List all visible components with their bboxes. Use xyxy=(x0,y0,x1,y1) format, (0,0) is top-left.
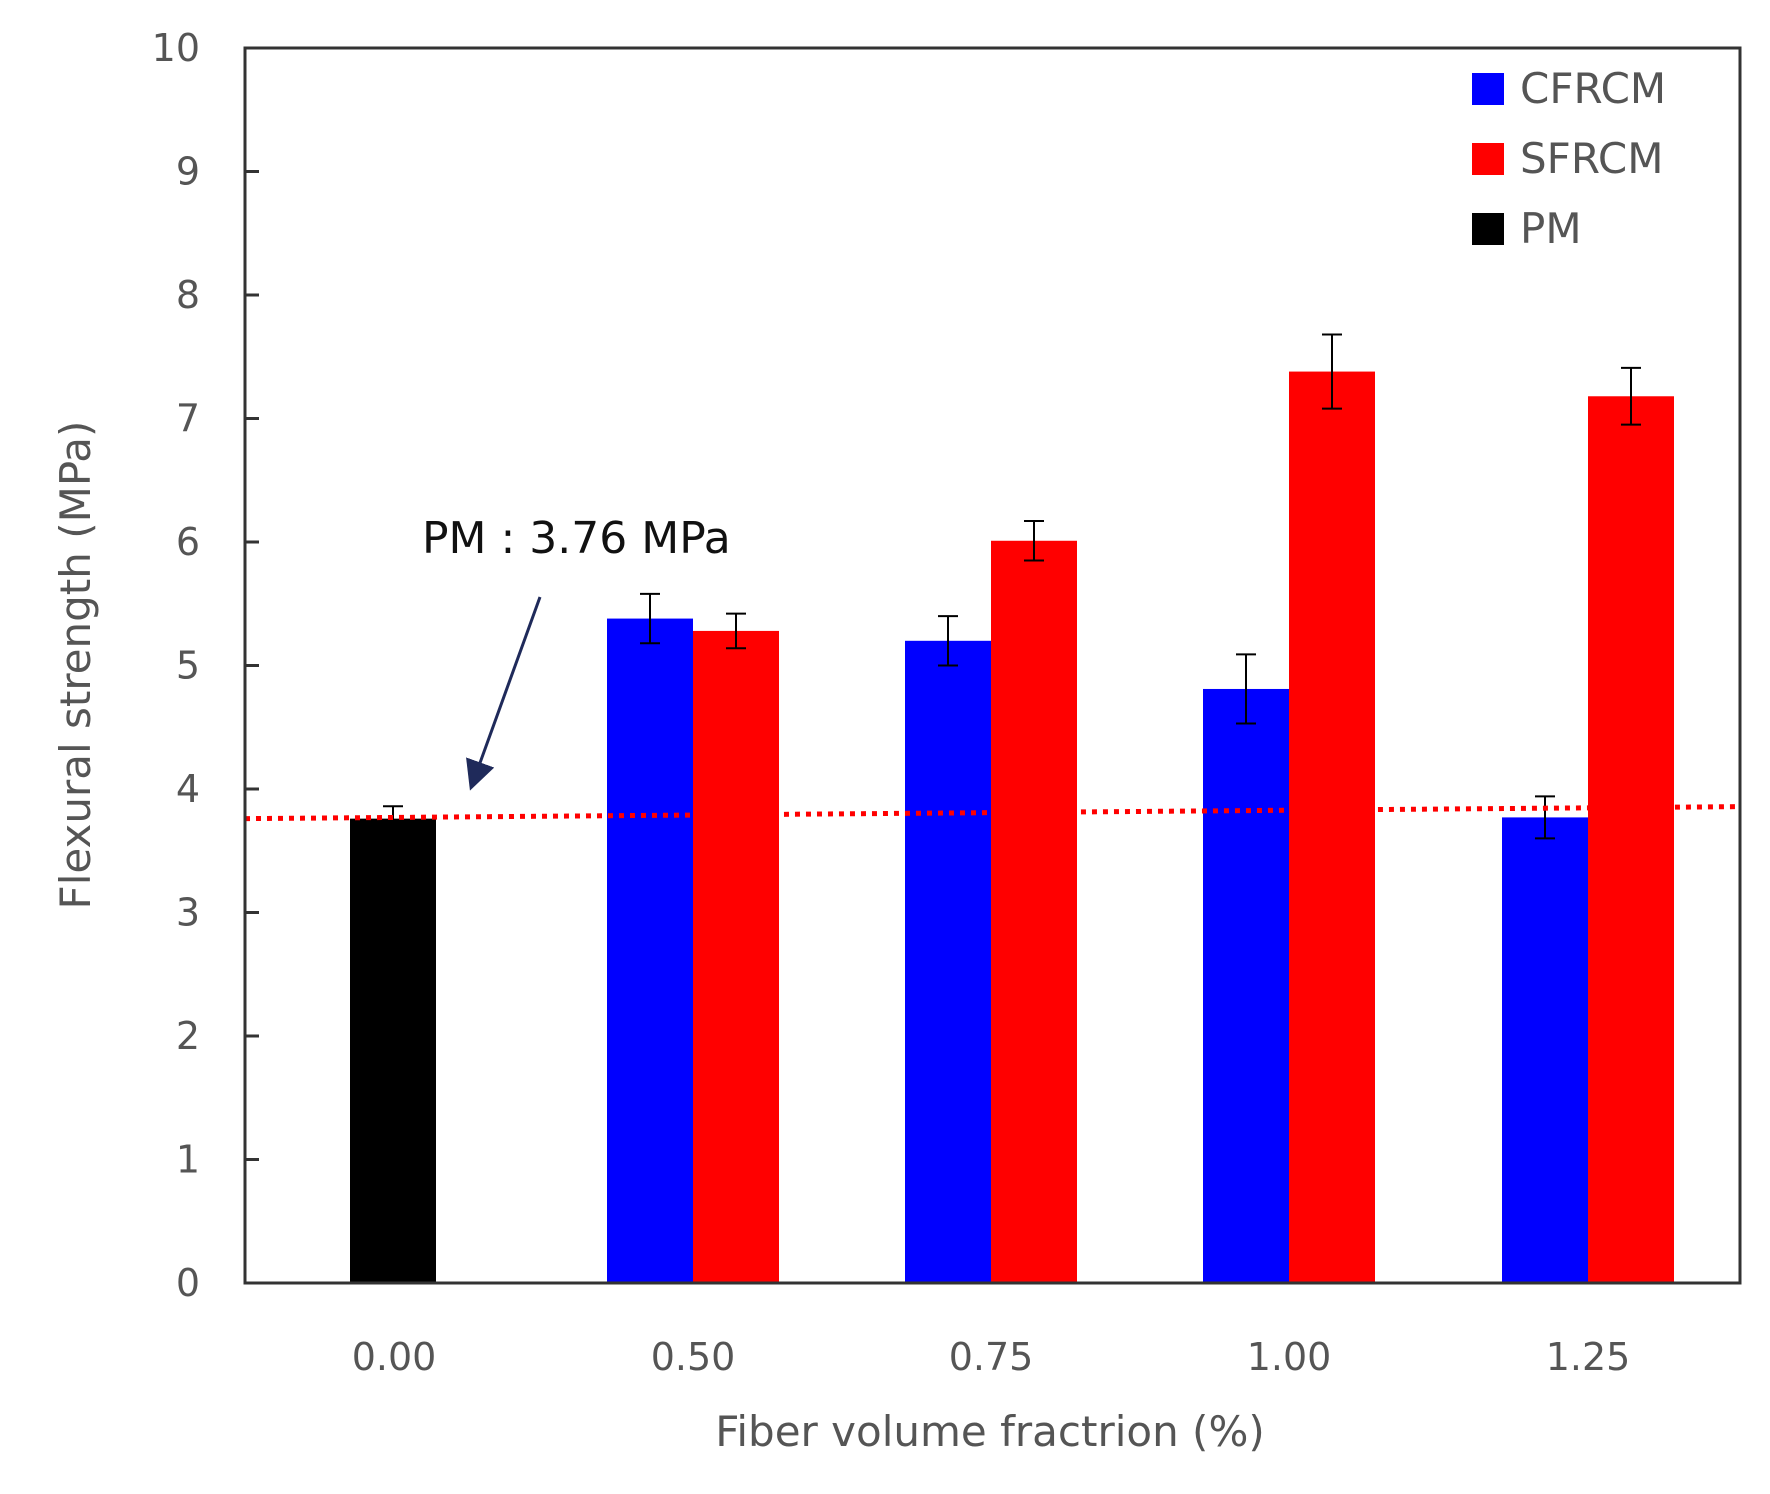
plot-frame xyxy=(243,46,1742,1285)
legend-swatch xyxy=(1472,213,1504,245)
y-tick-label: 9 xyxy=(176,150,200,194)
y-tick-label: 1 xyxy=(176,1138,200,1182)
y-axis-ticks: 0 1 2 3 4 5 6 7 8 9 10 xyxy=(152,26,259,1305)
bar-pm xyxy=(350,818,436,1283)
y-axis-title: Flexural strength (MPa) xyxy=(51,421,100,910)
bar-cfrcm xyxy=(1203,688,1289,1283)
bar-cfrcm xyxy=(905,640,991,1283)
x-tick-label: 0.75 xyxy=(949,1335,1034,1379)
error-bars-group xyxy=(383,333,1641,840)
y-tick-label: 4 xyxy=(176,767,200,811)
y-tick-label: 2 xyxy=(176,1014,200,1058)
annotation-text: PM : 3.76 MPa xyxy=(422,513,731,564)
annotation: PM : 3.76 MPa xyxy=(422,513,731,791)
bar-sfrcm xyxy=(1588,396,1674,1283)
y-tick-label: 0 xyxy=(176,1261,200,1305)
y-tick-label: 10 xyxy=(152,26,200,70)
y-tick-label: 7 xyxy=(176,397,200,441)
reference-line xyxy=(244,804,1741,822)
x-axis-ticks: 0.00 0.50 0.75 1.00 1.25 xyxy=(352,1335,1631,1379)
bar-sfrcm xyxy=(991,540,1077,1283)
legend-label: PM xyxy=(1520,204,1582,253)
x-axis-title: Fiber volume fractrion (%) xyxy=(715,1407,1264,1456)
bars-group xyxy=(350,371,1674,1283)
annotation-arrow xyxy=(466,596,542,791)
legend-label: SFRCM xyxy=(1520,134,1663,183)
x-tick-label: 1.00 xyxy=(1247,1335,1332,1379)
y-tick-label: 8 xyxy=(176,273,200,317)
legend-label: CFRCM xyxy=(1520,64,1666,113)
legend-swatch xyxy=(1472,73,1504,105)
bar-cfrcm xyxy=(1502,817,1588,1283)
x-tick-label: 0.00 xyxy=(352,1335,437,1379)
legend-swatch xyxy=(1472,143,1504,175)
bar-sfrcm xyxy=(1289,371,1375,1283)
bar-cfrcm xyxy=(607,618,693,1283)
x-tick-label: 0.50 xyxy=(651,1335,736,1379)
legend: CFRCM SFRCM PM xyxy=(1472,64,1666,253)
y-tick-label: 3 xyxy=(176,891,200,935)
y-tick-label: 6 xyxy=(176,520,200,564)
bar-sfrcm xyxy=(693,630,779,1283)
y-tick-label: 5 xyxy=(176,644,200,688)
x-tick-label: 1.25 xyxy=(1546,1335,1631,1379)
